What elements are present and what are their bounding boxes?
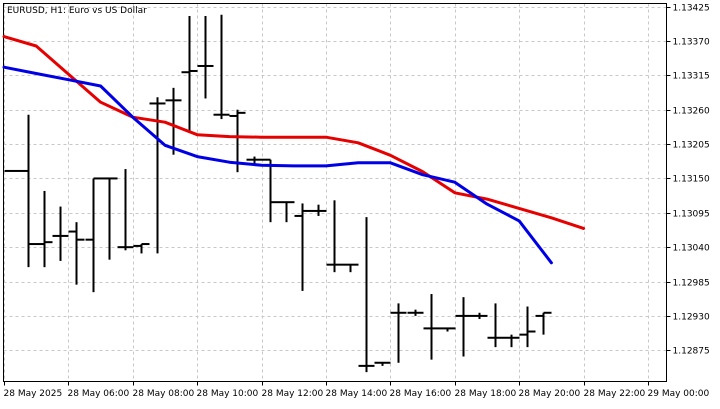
plot-frame [3,3,667,382]
ohlc-bar [165,87,182,155]
moving-average-lines [2,35,586,265]
ohlc-bar [535,311,552,335]
ohlc-bar [262,158,279,223]
ohlc-bar [213,14,230,120]
y-tick-label: 1.13370 [673,38,710,48]
ohlc-bar [471,312,488,320]
ohlc-bar [342,263,359,273]
y-tick-label: 1.13315 [673,72,710,82]
x-tick-label: 28 May 10:00 [197,389,259,399]
ohlc-bar [181,15,198,132]
ohlc-bar [294,203,311,291]
ohlc-bar [85,177,102,293]
time-axis: 28 May 2025 28 May 06:00 28 May 08:00 28 Ma… [4,381,710,399]
y-tick-label: 1.13425 [673,4,710,14]
ohlc-bar [519,306,536,348]
moving-average-red-line [2,35,586,230]
y-tick-label: 1.12875 [673,347,710,357]
ohlc-bar [149,97,166,254]
y-tick-label: 1.12985 [673,279,710,289]
ohlc-bar [278,201,295,223]
y-tick-label: 1.12930 [673,313,710,323]
ohlc-bar [197,15,214,99]
y-tick-label: 1.13040 [673,244,710,254]
ohlc-bar [439,327,456,332]
ohlc-bar [358,217,375,373]
ohlc-bar [52,206,69,261]
x-tick-label: 28 May 08:00 [133,389,195,399]
x-tick-label: 28 May 16:00 [390,389,452,399]
ohlc-bar [423,294,440,360]
x-tick-label: 28 May 2025 [4,389,63,399]
x-tick-label: 28 May 18:00 [455,389,517,399]
ohlc-bar [101,177,118,260]
ohlc-bar [68,222,85,285]
x-tick-label: 28 May 20:00 [519,389,581,399]
y-tick-label: 1.13150 [673,175,710,185]
ohlc-bar [374,361,391,366]
ohlc-bar [503,334,520,348]
ohlc-bar [455,297,472,357]
x-tick-label: 28 May 06:00 [68,389,130,399]
ohlc-bar [407,309,424,316]
x-tick-label: 29 May 00:00 [648,389,710,399]
ohlc-bar [20,114,37,268]
price-axis: 1.13425 1.13370 1.13315 1.13260 1.13205 1.131… [666,4,710,357]
y-tick-label: 1.13095 [673,210,710,220]
ohlc-bar [487,303,504,348]
x-tick-label: 28 May 12:00 [262,389,324,399]
y-tick-label: 1.13260 [673,107,710,117]
chart-title: EURUSD, H1: Euro vs US Dollar [7,6,147,16]
ohlc-bar [36,190,53,268]
ohlc-bar [133,243,150,254]
ohlc-bar [390,303,407,363]
x-tick-label: 28 May 14:00 [326,389,388,399]
ohlc-bar [117,169,134,251]
ohlc-bar [310,204,327,216]
x-tick-label: 28 May 22:00 [584,389,646,399]
ohlc-bar [326,200,343,273]
moving-average-blue-line [2,65,553,265]
y-tick-label: 1.13205 [673,141,710,151]
ohlc-bars [4,14,552,373]
